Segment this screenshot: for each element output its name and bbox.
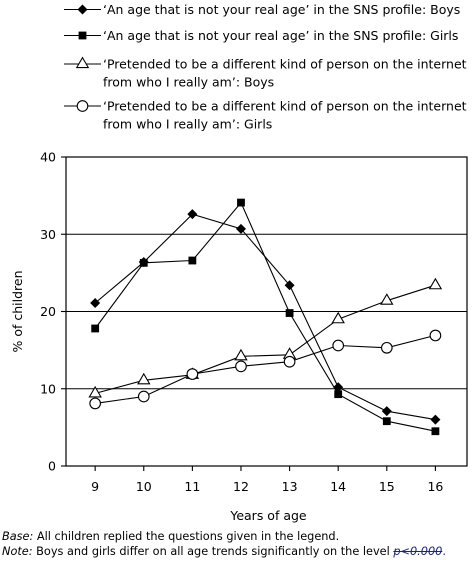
data-point xyxy=(137,372,151,385)
data-point xyxy=(137,390,150,403)
data-point xyxy=(380,293,394,305)
y-tick-label: 30 xyxy=(40,227,56,242)
data-point xyxy=(235,223,246,234)
x-axis-title: Years of age xyxy=(229,508,307,523)
chart-notes: Base: All children replied the questions… xyxy=(2,530,472,559)
data-point xyxy=(331,311,345,324)
base-note: Base: All children replied the questions… xyxy=(2,530,472,545)
data-point xyxy=(380,341,393,354)
note-end: . xyxy=(442,544,446,558)
data-point xyxy=(382,417,391,426)
line-chart: ‘An age that is not your real age’ in th… xyxy=(10,2,468,523)
data-point xyxy=(430,414,441,425)
legend-marker xyxy=(77,4,88,15)
series-3 xyxy=(88,277,443,398)
data-point xyxy=(283,355,296,368)
data-point xyxy=(284,280,295,291)
y-axis-title: % of children xyxy=(10,270,25,352)
legend-marker xyxy=(75,56,90,69)
note-struck-value: p<0.000 xyxy=(393,544,443,558)
base-text: All children replied the questions given… xyxy=(33,530,340,543)
data-point xyxy=(431,427,440,436)
data-point xyxy=(428,277,443,290)
legend-label: ‘Pretended to be a different kind of per… xyxy=(103,56,467,71)
significance-note: Note: Boys and girls differ on all age t… xyxy=(2,545,472,560)
legend: ‘An age that is not your real age’ in th… xyxy=(64,2,467,131)
plot-area: 0 10 20 30 40 9 10 11 12 13 14 15 16 Years of age % of… xyxy=(10,150,468,523)
x-tick-label: 13 xyxy=(282,479,298,494)
legend-label: from who I really am’: Boys xyxy=(103,74,274,89)
data-point xyxy=(188,256,197,265)
base-label: Base: xyxy=(2,530,34,543)
data-point xyxy=(89,397,102,410)
data-point xyxy=(186,368,199,380)
data-point xyxy=(332,339,345,352)
legend-label: ‘Pretended to be a different kind of per… xyxy=(103,98,467,113)
x-tick-label: 12 xyxy=(233,479,249,494)
data-point xyxy=(429,329,442,342)
legend-label: from who I really am’: Girls xyxy=(103,116,272,131)
series-2 xyxy=(91,198,440,436)
series-line xyxy=(95,284,436,394)
data-point xyxy=(334,390,343,399)
series-line xyxy=(95,334,436,404)
y-tick-label: 40 xyxy=(40,150,56,165)
data-point xyxy=(285,309,294,317)
data-point xyxy=(139,258,148,267)
data-point xyxy=(90,297,101,309)
data-point xyxy=(234,348,248,361)
x-tick-label: 14 xyxy=(330,479,346,494)
series-4 xyxy=(89,329,442,410)
y-tick-label: 20 xyxy=(40,304,56,319)
y-tick-label: 10 xyxy=(40,381,56,396)
legend-label: ‘An age that is not your real age’ in th… xyxy=(103,28,458,43)
note-text: Boys and girls differ on all age trends … xyxy=(32,544,394,558)
note-label: Note: xyxy=(2,544,33,558)
x-tick-label: 16 xyxy=(427,479,443,494)
series-line xyxy=(94,201,436,432)
data-point xyxy=(381,406,392,417)
y-tick-label: 0 xyxy=(48,459,56,474)
data-point xyxy=(187,209,198,220)
x-tick-label: 10 xyxy=(136,479,152,494)
legend-marker xyxy=(78,31,87,40)
data-point xyxy=(91,324,100,333)
legend-marker xyxy=(76,100,89,112)
data-point xyxy=(88,385,102,398)
legend-label: ‘An age that is not your real age’ in th… xyxy=(103,2,460,17)
data-point xyxy=(235,360,247,373)
x-tick-label: 9 xyxy=(91,479,99,494)
data-point xyxy=(237,198,245,207)
x-tick-label: 15 xyxy=(379,479,395,494)
x-tick-label: 11 xyxy=(184,479,200,494)
